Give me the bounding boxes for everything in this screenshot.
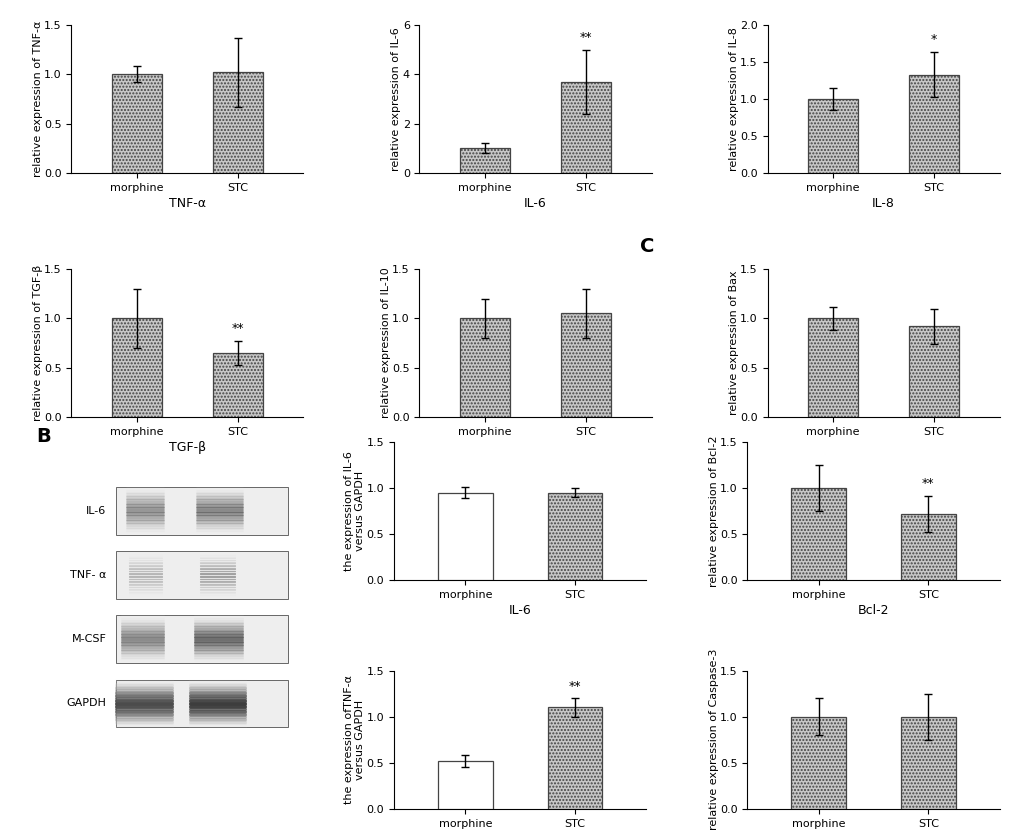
Bar — [112, 74, 162, 173]
Bar — [116, 551, 287, 599]
Y-axis label: the expression ofTNF-α
versus GAPDH: the expression ofTNF-α versus GAPDH — [343, 676, 365, 804]
Text: **: ** — [579, 31, 592, 43]
X-axis label: IL-6: IL-6 — [508, 605, 531, 617]
Text: M-CSF: M-CSF — [71, 635, 106, 644]
Y-axis label: relative expression of IL-8: relative expression of IL-8 — [728, 27, 738, 171]
Y-axis label: relative expression of TNF-α: relative expression of TNF-α — [33, 21, 43, 177]
Bar — [112, 319, 162, 417]
Bar — [807, 319, 858, 417]
Text: *: * — [930, 33, 936, 47]
Text: **: ** — [569, 680, 581, 693]
Bar — [437, 493, 492, 580]
Bar — [116, 615, 287, 663]
X-axis label: TGF-β: TGF-β — [169, 441, 206, 454]
Bar — [900, 514, 955, 580]
Text: C: C — [639, 237, 653, 255]
X-axis label: Bcl-2: Bcl-2 — [857, 605, 889, 617]
Bar — [547, 493, 602, 580]
Bar — [908, 326, 958, 417]
Bar — [437, 761, 492, 809]
Bar — [460, 148, 510, 173]
Y-axis label: relative expression of IL-10: relative expression of IL-10 — [380, 268, 390, 419]
X-axis label: Caspase-3: Caspase-3 — [840, 833, 905, 834]
Bar — [116, 680, 287, 727]
Y-axis label: relative expression of TGF-β: relative expression of TGF-β — [33, 265, 43, 421]
Bar — [212, 353, 263, 417]
Bar — [791, 716, 845, 809]
X-axis label: TNF-α: TNF-α — [169, 197, 206, 210]
Y-axis label: relative expression of Bax: relative expression of Bax — [729, 271, 738, 415]
X-axis label: TNF-α: TNF-α — [501, 833, 538, 834]
Y-axis label: relative expression of Caspase-3: relative expression of Caspase-3 — [708, 649, 717, 831]
Text: B: B — [36, 427, 51, 446]
X-axis label: IL-6: IL-6 — [524, 197, 546, 210]
X-axis label: Bax: Bax — [871, 441, 895, 454]
Bar — [460, 319, 510, 417]
Bar — [547, 707, 602, 809]
Text: **: ** — [921, 477, 933, 490]
X-axis label: IL-8: IL-8 — [871, 197, 894, 210]
Text: **: ** — [231, 322, 244, 335]
Y-axis label: the expression of IL-6
versus GAPDH: the expression of IL-6 versus GAPDH — [343, 451, 365, 571]
Y-axis label: relative expression of IL-6: relative expression of IL-6 — [391, 27, 400, 171]
Bar — [908, 74, 958, 173]
Bar — [560, 82, 610, 173]
Bar — [212, 73, 263, 173]
Text: GAPDH: GAPDH — [66, 699, 106, 708]
Bar — [560, 314, 610, 417]
Bar — [116, 487, 287, 535]
Text: IL-6: IL-6 — [86, 506, 106, 515]
Text: TNF- α: TNF- α — [70, 570, 106, 580]
Y-axis label: relative expression of Bcl-2: relative expression of Bcl-2 — [708, 435, 717, 587]
X-axis label: IL-10: IL-10 — [520, 441, 550, 454]
Bar — [791, 488, 845, 580]
Bar — [807, 99, 858, 173]
Bar — [900, 716, 955, 809]
